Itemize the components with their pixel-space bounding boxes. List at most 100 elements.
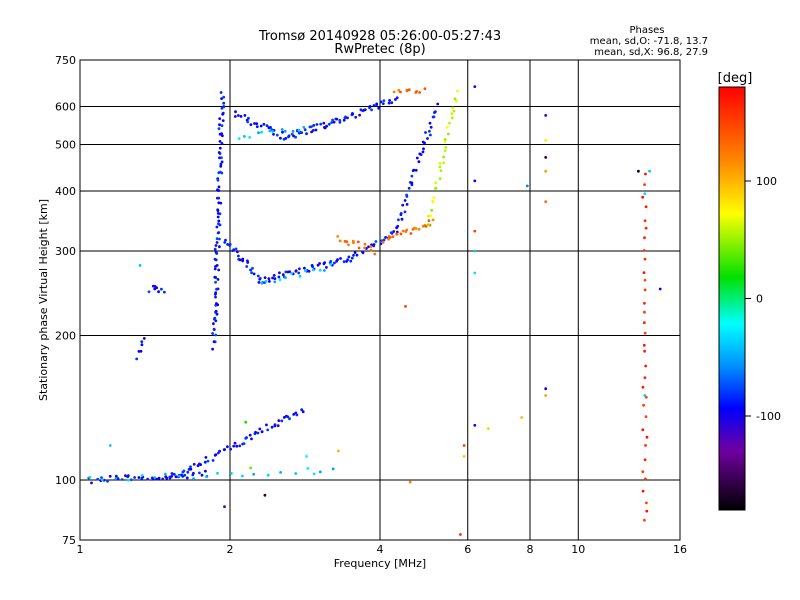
data-point [244,437,248,440]
data-point [236,250,239,254]
data-point [177,474,181,478]
data-point [245,265,249,268]
data-point [305,455,308,458]
data-point [335,259,338,263]
data-point [214,244,218,247]
data-point [236,114,240,117]
data-point [217,127,221,131]
data-point [643,458,647,462]
data-point [424,131,427,134]
data-point [215,312,219,316]
data-point [644,477,647,481]
y-tick-label: 600 [55,101,76,114]
data-point [217,196,221,200]
data-point [305,132,308,136]
data-point [384,236,387,239]
data-point [374,240,378,243]
data-point [244,420,248,424]
data-point [280,128,284,131]
data-point [219,164,223,168]
data-point [388,99,391,102]
data-point [249,466,253,470]
data-point [410,174,414,178]
data-point [399,90,402,94]
data-point [279,136,282,140]
data-point [260,281,264,285]
data-point [221,119,225,122]
data-point [641,428,645,432]
data-point [429,133,432,137]
y-tick-label: 750 [55,54,76,67]
data-point [397,218,400,222]
data-point [90,481,93,485]
data-point [642,403,645,407]
data-point [434,186,438,190]
data-point [218,140,222,143]
data-point [442,155,445,159]
data-point [303,266,306,270]
data-point [658,287,662,291]
data-point [544,387,548,391]
data-point [246,261,250,264]
data-point [361,251,365,255]
data-point [297,271,301,275]
data-point [264,279,268,283]
data-point [273,280,277,284]
data-point [424,225,428,228]
data-point [645,501,648,505]
chart-title: Tromsø 20140928 05:26:00-05:27:43 [258,29,501,44]
data-point [218,237,221,241]
data-point [216,208,220,212]
data-point [203,460,207,464]
data-point [544,200,548,204]
y-tick-label: 75 [62,534,76,547]
data-point [544,156,548,159]
data-point [330,121,334,124]
data-point [230,472,233,475]
data-point [266,473,270,477]
data-point [642,271,646,274]
data-point [116,477,120,480]
data-point [295,413,299,417]
data-point [215,225,219,229]
data-point [218,170,222,174]
data-point [311,268,315,272]
data-point [218,245,221,249]
data-point [273,424,277,428]
data-point [415,156,419,160]
data-point [434,181,438,185]
phases-box: Phases mean, sd,O: -71.8, 13.7 mean, sd,… [590,25,708,58]
data-point [432,196,436,200]
data-point [389,231,393,235]
data-point [388,235,392,239]
data-point [217,201,221,205]
data-point [120,478,124,481]
data-point [544,114,548,117]
data-point [644,172,647,176]
data-point [394,98,397,101]
data-point [643,301,646,305]
data-point [369,245,373,249]
data-point [219,162,223,166]
data-point [220,142,224,145]
data-point [266,428,270,432]
data-point [140,340,144,343]
x-tick-label: 10 [571,543,585,556]
data-point [215,252,219,255]
data-point [544,139,548,142]
data-point [238,258,242,262]
data-point [262,122,266,126]
data-point [243,114,247,117]
data-point [642,321,646,325]
data-point [373,252,377,256]
colorbar-tick-label: 0 [756,293,763,306]
data-point [432,115,436,119]
data-point [216,188,219,192]
data-point [290,272,293,275]
data-point [234,110,237,114]
data-point [312,472,316,476]
data-point [96,477,100,481]
data-point [214,280,218,284]
data-point [346,116,349,120]
data-point [270,425,274,429]
